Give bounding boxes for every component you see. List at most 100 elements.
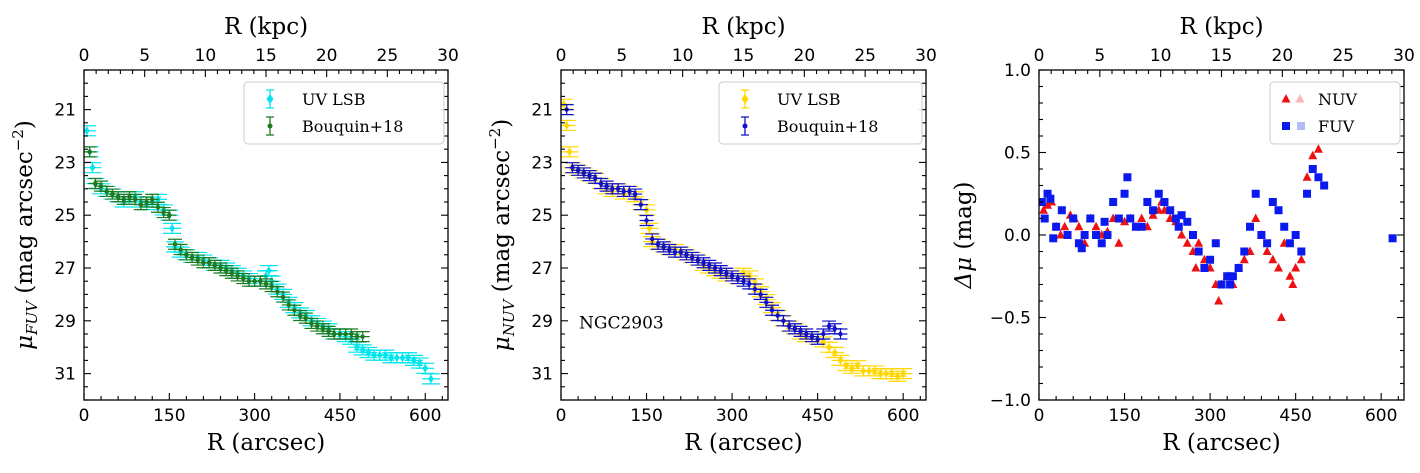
data-point [1149, 206, 1158, 215]
legend-marker [1282, 122, 1290, 130]
data-point [1251, 213, 1261, 222]
data-point [644, 218, 649, 223]
y-tick-label: 29 [531, 312, 553, 332]
data-point [1257, 231, 1266, 239]
data-point [707, 263, 712, 268]
y-tick-label: 27 [531, 259, 553, 279]
data-point [89, 163, 96, 172]
data-point [1120, 216, 1130, 226]
series-uv-lsb [84, 125, 440, 385]
legend-marker [742, 123, 748, 129]
data-point [632, 191, 638, 197]
top-x-tick-label: 30 [915, 46, 937, 66]
data-point [422, 364, 429, 373]
data-point [263, 281, 269, 287]
data-point [349, 331, 354, 337]
x-tick-label: 300 [716, 406, 748, 426]
legend: UV LSB Bouquin+18 [718, 81, 923, 145]
legend-marker [741, 94, 749, 104]
data-point [764, 300, 769, 305]
x-tick-label: 450 [324, 406, 356, 426]
data-point [729, 273, 735, 279]
plot-area [1039, 144, 1397, 321]
top-x-tick-label: 10 [672, 46, 694, 66]
y-tick-label: −0.5 [990, 309, 1031, 329]
data-point [1200, 264, 1209, 272]
legend-box [243, 81, 445, 145]
data-point [144, 199, 149, 205]
data-point [1109, 198, 1118, 206]
top-x-tick-label: 0 [1034, 46, 1045, 66]
legend-marker [1295, 94, 1305, 103]
data-point [1049, 234, 1058, 243]
data-point [121, 197, 127, 202]
top-x-tick-label: 20 [794, 46, 816, 66]
data-point [212, 263, 218, 268]
data-point [1174, 222, 1183, 231]
data-point [1314, 173, 1323, 182]
top-x-tick-label: 30 [1393, 46, 1415, 66]
data-point [655, 242, 661, 247]
data-point [127, 194, 132, 199]
top-x-tick-label: 15 [1211, 46, 1233, 66]
legend-label: NUV [1318, 90, 1357, 109]
top-x-tick-label: 10 [195, 46, 217, 66]
data-point [280, 294, 286, 300]
x-tick-label: 0 [79, 406, 90, 426]
data-point [741, 279, 746, 284]
data-point [1276, 312, 1286, 321]
y-label-superscript: −2 [486, 128, 504, 150]
data-point [1100, 217, 1109, 226]
data-point [1043, 189, 1052, 198]
x-tick-label: 450 [1279, 406, 1311, 426]
y-tick-label: 31 [531, 365, 553, 385]
data-point [320, 326, 326, 331]
data-point [563, 121, 570, 130]
data-point [110, 191, 115, 197]
data-point [1074, 221, 1084, 231]
data-point [712, 265, 718, 271]
top-x-tick-label: 0 [79, 46, 90, 66]
series-fuv [1039, 165, 1397, 289]
data-point [184, 252, 189, 257]
y-tick-label: 23 [54, 153, 76, 173]
y-axis-label: μFUV (mag arcsec−2) [9, 120, 41, 350]
data-point [427, 374, 434, 383]
data-point [1114, 214, 1123, 223]
y-axis-label: μNUV (mag arcsec−2) [486, 119, 518, 351]
y-tick-label: 25 [54, 206, 76, 226]
x-axis-label: R (arcsec) [207, 430, 325, 456]
data-point [735, 276, 740, 281]
data-point [309, 321, 314, 326]
data-point [1308, 165, 1317, 173]
data-point [1274, 206, 1283, 215]
x-axis-label: R (arcsec) [1162, 430, 1280, 456]
plot-area [84, 125, 440, 385]
data-point [604, 183, 609, 189]
data-point [1296, 254, 1306, 264]
data-point [326, 329, 331, 334]
data-point [1074, 239, 1083, 248]
x-tick-label: 150 [153, 406, 185, 426]
data-point [1137, 213, 1147, 222]
y-label-symbol: μ [489, 336, 515, 351]
legend-label: UV LSB [777, 90, 840, 109]
data-point [1291, 263, 1301, 272]
data-point [1239, 254, 1249, 264]
data-point [1120, 189, 1129, 198]
y-label-units: (mag arcsec [489, 150, 515, 300]
data-point [1297, 247, 1306, 256]
top-x-tick-label: 5 [616, 46, 627, 66]
data-point [1160, 198, 1169, 206]
series-bouquin-18 [561, 104, 848, 345]
data-point [150, 197, 155, 202]
y-label-subscript: NUV [500, 297, 518, 337]
y-tick-label: 27 [54, 259, 76, 279]
data-point [826, 323, 832, 329]
top-x-tick-label: 5 [139, 46, 150, 66]
galaxy-name-annotation: NGC2903 [579, 314, 664, 334]
tick-marks [83, 69, 449, 401]
data-point [1057, 206, 1066, 215]
legend-box [1269, 81, 1401, 145]
